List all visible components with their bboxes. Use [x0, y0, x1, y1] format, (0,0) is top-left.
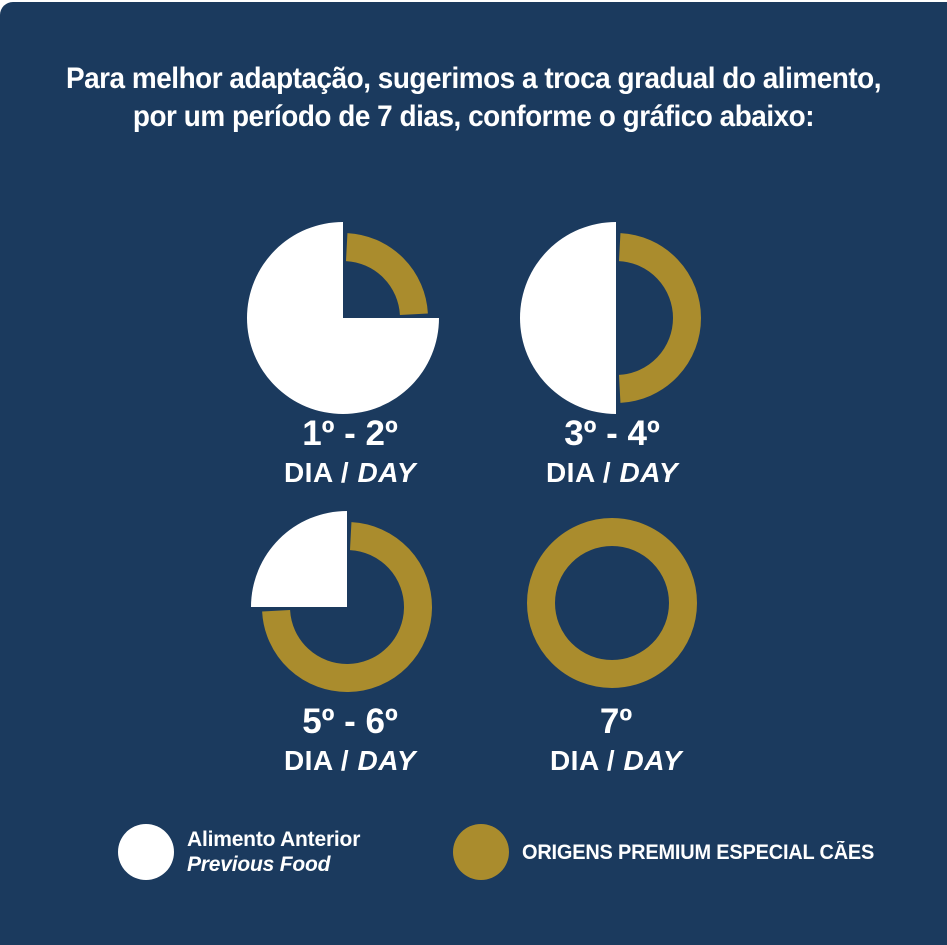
dia-day-caption: DIA / DAY [200, 745, 500, 777]
day-range-label: 1º - 2º [302, 414, 398, 453]
pie-chart-day-5-6 [251, 511, 432, 692]
slash-separator: / [340, 457, 350, 488]
heading-line-2: por um período de 7 dias, conforme o grá… [132, 100, 815, 133]
day-range-label: 7º [599, 702, 633, 741]
dia-text: DIA [283, 457, 333, 488]
previous-food-label: Alimento Anterior Previous Food [187, 827, 360, 877]
pie-chart-day-3-4 [520, 222, 701, 414]
heading: Para melhor adaptação, sugerimos a troca… [0, 60, 947, 136]
legend-origens-premium: ORIGENS PREMIUM ESPECIAL CÃES [453, 824, 893, 880]
heading-line-1: Para melhor adaptação, sugerimos a troca… [65, 62, 882, 95]
dia-text: DIA [283, 745, 333, 776]
day-text: DAY [623, 745, 683, 776]
slash-separator: / [340, 745, 350, 776]
slash-separator: / [602, 457, 612, 488]
day-range-label: 3º - 4º [564, 414, 660, 453]
legend-previous-food: Alimento Anterior Previous Food [118, 824, 360, 880]
pie-chart-day-1-2 [247, 222, 439, 414]
dia-day-caption: DIA / DAY [200, 457, 500, 489]
slash-separator: / [606, 745, 616, 776]
legend-line-pt: Alimento Anterior [187, 828, 361, 851]
legend-line-en: Previous Food [187, 853, 331, 876]
origens-premium-label: ORIGENS PREMIUM ESPECIAL CÃES [522, 840, 875, 864]
dia-day-caption: DIA / DAY [462, 457, 762, 489]
chart-label-day-3-4: 3º - 4º DIA / DAY [462, 414, 762, 489]
chart-label-day-7: 7º DIA / DAY [466, 702, 766, 777]
previous-food-swatch-circle [118, 824, 174, 880]
day-text: DAY [357, 745, 417, 776]
day-text: DAY [357, 457, 417, 488]
chart-label-day-5-6: 5º - 6º DIA / DAY [200, 702, 500, 777]
new-food-swatch-circle [453, 824, 509, 880]
day-range-label: 5º - 6º [302, 702, 398, 741]
dia-text: DIA [549, 745, 599, 776]
day-text: DAY [619, 457, 679, 488]
chart-label-day-1-2: 1º - 2º DIA / DAY [200, 414, 500, 489]
dia-day-caption: DIA / DAY [466, 745, 766, 777]
pie-chart-day-7 [527, 518, 697, 688]
dia-text: DIA [545, 457, 595, 488]
